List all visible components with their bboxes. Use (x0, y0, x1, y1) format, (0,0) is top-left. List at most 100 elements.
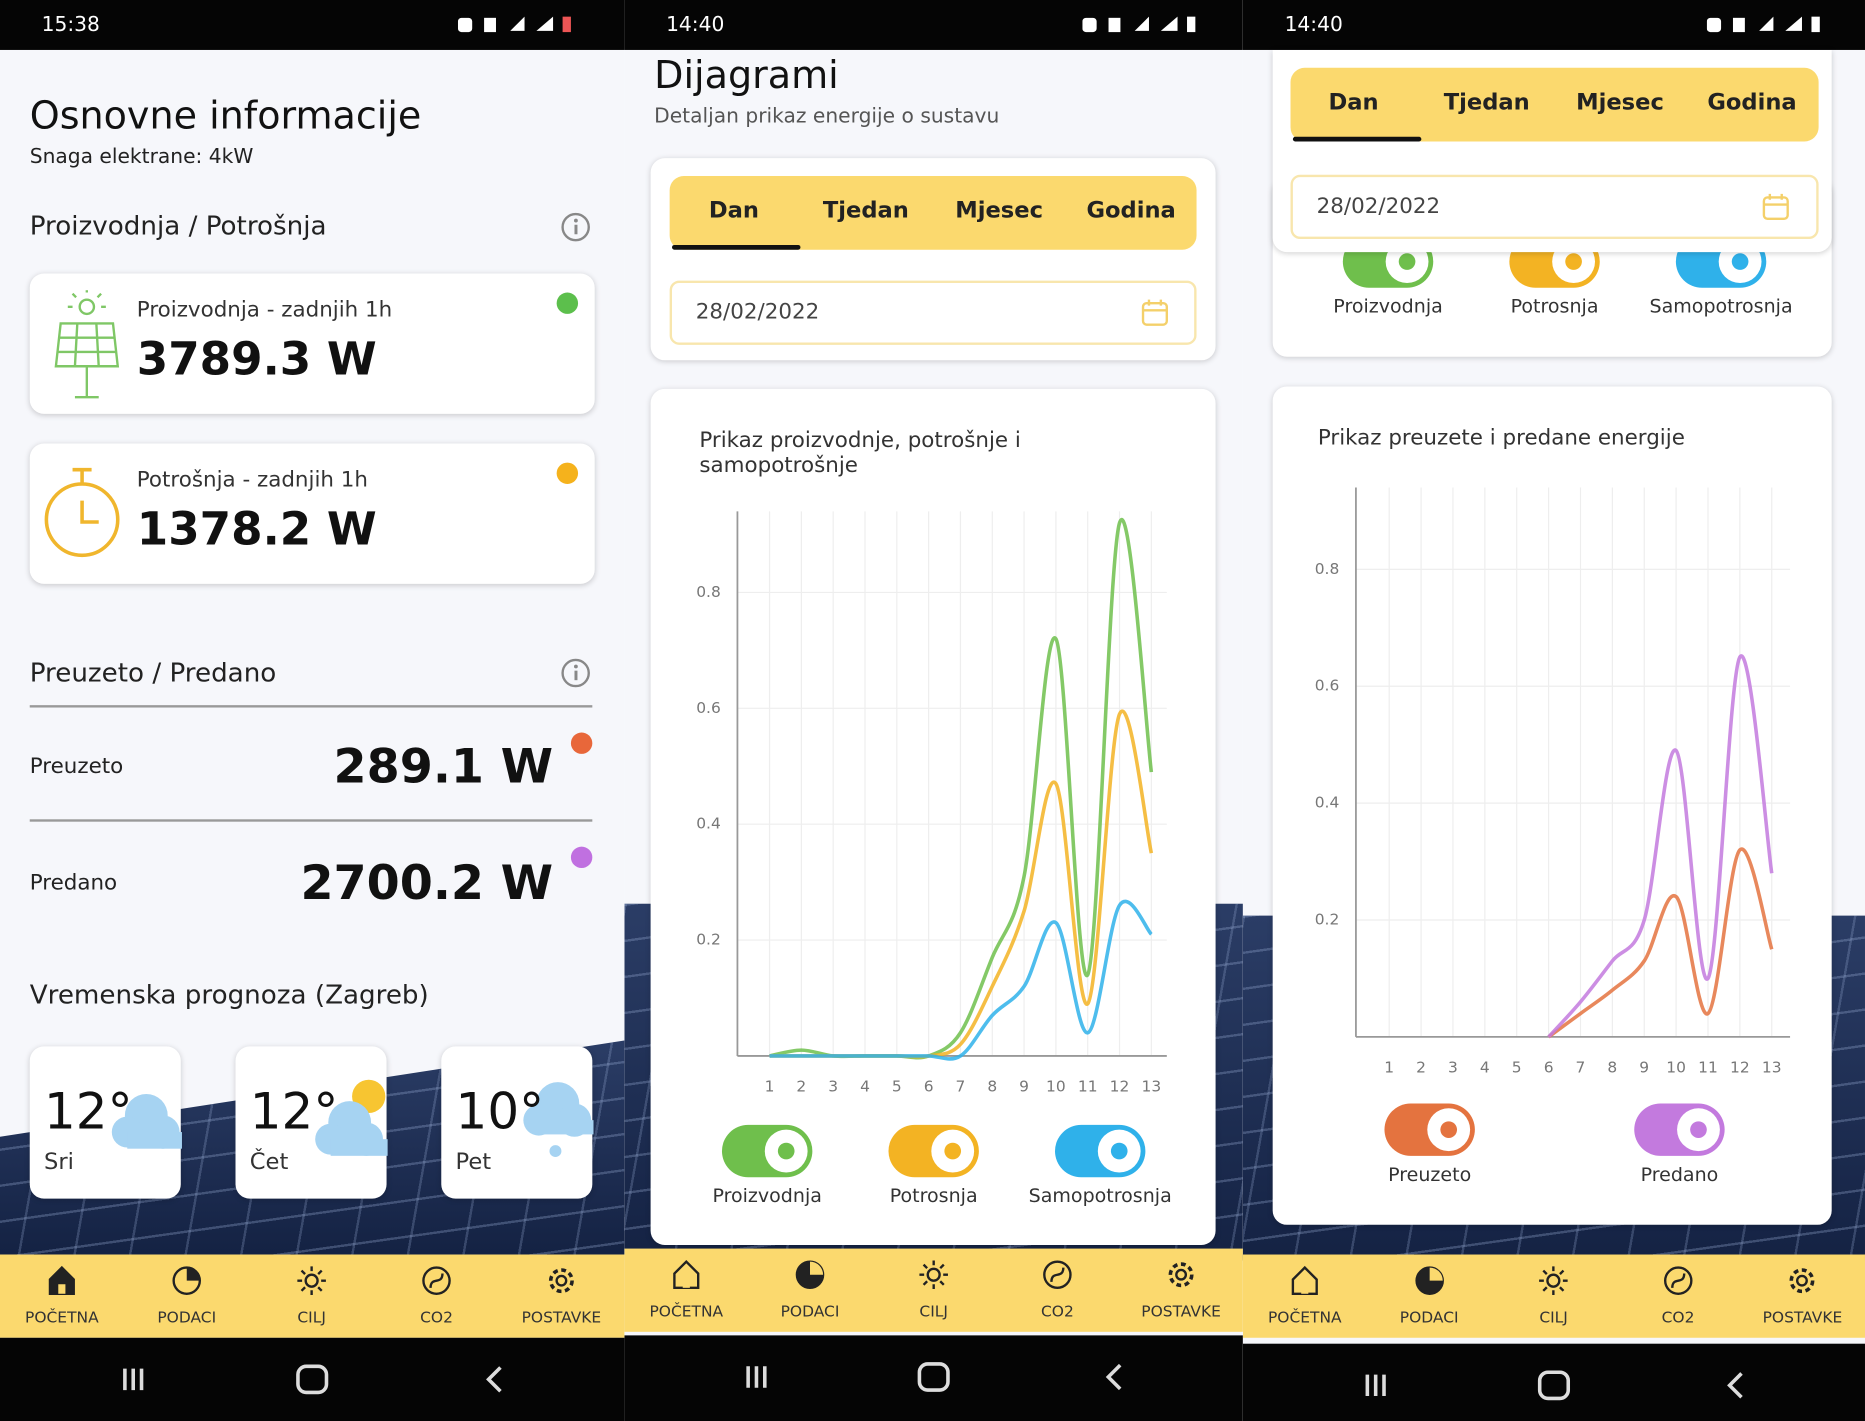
x-tick-label: 5 (1512, 1058, 1522, 1076)
toggle-switch (721, 1124, 813, 1178)
nav-label: POSTAVKE (1762, 1309, 1843, 1328)
nav-item[interactable]: CO2 (375, 1255, 499, 1338)
row-label: Predano (29, 870, 118, 896)
x-tick-label: 8 (987, 1077, 997, 1095)
x-tick-label: 6 (924, 1077, 934, 1095)
nav-item[interactable]: POČETNA (0, 1255, 124, 1338)
info-icon[interactable] (559, 210, 592, 243)
tab[interactable]: Dan (1328, 89, 1379, 116)
legend-toggle[interactable]: Samopotrosnja (1023, 1124, 1178, 1207)
nav-label: CILJ (297, 1309, 326, 1328)
chart: 0.20.40.60.81 2 3 4 5 6 7 8 9 10 11 12 13 (1315, 487, 1791, 1076)
x-tick-label: 3 (828, 1077, 838, 1095)
status-icons (1706, 16, 1820, 33)
x-tick-label: 10 (1666, 1058, 1686, 1076)
nav-item[interactable]: POSTAVKE (1119, 1249, 1243, 1332)
tab[interactable]: Godina (1707, 89, 1797, 116)
nav-icon (673, 1259, 700, 1290)
system-buttons (1365, 1370, 1743, 1401)
nav-icon (172, 1266, 202, 1295)
nav-label: CO2 (1661, 1309, 1695, 1328)
section-title: Vremenska prognoza (Zagreb) (29, 981, 429, 1011)
x-tick-label: 11 (1078, 1077, 1098, 1095)
weather-card: 12° Čet (235, 1046, 388, 1199)
x-tick-label: 1 (765, 1077, 775, 1095)
legend-toggle[interactable]: Predano (1602, 1103, 1757, 1186)
nav-item[interactable]: POČETNA (624, 1249, 748, 1332)
tab[interactable]: Dan (708, 197, 759, 224)
info-icon[interactable] (559, 656, 592, 689)
x-tick-label: 12 (1110, 1077, 1130, 1095)
nav-label: CO2 (420, 1309, 453, 1328)
x-tick-label: 11 (1698, 1058, 1718, 1076)
nav-item[interactable]: PODACI (125, 1255, 249, 1338)
legend-label: Proizvodnja (1333, 294, 1443, 318)
toggle-dot (1565, 253, 1582, 270)
weather-card: 12° Sri (29, 1046, 182, 1199)
x-tick-label: 13 (1762, 1058, 1782, 1076)
nav-icon (548, 1268, 574, 1294)
chart-card (650, 388, 1216, 1246)
tab[interactable]: Mjesec (955, 197, 1043, 224)
date-field[interactable]: 28/02/2022 (1290, 174, 1819, 240)
nav-label: CILJ (919, 1303, 948, 1322)
nav-item[interactable]: CILJ (872, 1249, 996, 1332)
legend-label: Preuzeto (1388, 1162, 1472, 1186)
nav-item[interactable]: PODACI (1367, 1255, 1491, 1338)
calendar-icon (1141, 299, 1169, 326)
tab[interactable]: Tjedan (1443, 89, 1530, 116)
weather-card: 10° Pet (441, 1046, 594, 1199)
nav-item[interactable]: CILJ (1492, 1255, 1616, 1338)
y-tick-label: 0.6 (696, 699, 721, 717)
x-tick-label: 4 (860, 1077, 870, 1095)
toggle-dot (1398, 253, 1416, 270)
tab[interactable]: Mjesec (1576, 89, 1664, 116)
legend-label: Proizvodnja (712, 1184, 822, 1207)
toggle-knob (1427, 1108, 1471, 1152)
x-tick-label: 7 (956, 1077, 966, 1095)
nav-item[interactable]: CILJ (250, 1255, 374, 1338)
status-bar: 14:40 (624, 0, 1243, 50)
nav-item[interactable]: POSTAVKE (1741, 1255, 1865, 1338)
toggle-knob (1677, 1108, 1720, 1152)
legend-toggle[interactable]: Preuzeto (1352, 1103, 1507, 1186)
date-field[interactable]: 28/02/2022 (669, 280, 1197, 345)
x-tick-label: 4 (1480, 1058, 1490, 1076)
nav-item[interactable]: CO2 (996, 1249, 1120, 1332)
legend-toggle[interactable]: Proizvodnja (690, 1124, 845, 1207)
x-tick-label: 2 (796, 1077, 806, 1095)
screen-home: 15:38 Osnovne informacije Snaga elektran… (0, 0, 625, 1421)
y-tick-label: 0.8 (696, 583, 721, 601)
tab[interactable]: Godina (1086, 197, 1176, 224)
legend-toggle[interactable]: Potrosnja (856, 1124, 1011, 1207)
date-value: 28/02/2022 (1316, 193, 1441, 219)
status-time: 14:40 (666, 13, 725, 37)
period-tabs: Dan Tjedan Mjesec Godina (669, 175, 1197, 250)
x-tick-label: 12 (1730, 1058, 1750, 1076)
nav-item[interactable]: CO2 (1616, 1255, 1740, 1338)
nav-item[interactable]: PODACI (748, 1249, 872, 1332)
x-tick-label: 5 (892, 1077, 902, 1095)
row-label: Preuzeto (29, 753, 124, 779)
legend-label: Potrosnja (1510, 294, 1599, 318)
series-line (1547, 847, 1774, 1039)
legend-label: Samopotrosnja (1649, 294, 1793, 318)
status-icons (457, 16, 571, 33)
system-bar (0, 1337, 625, 1421)
tab-underline (1292, 136, 1422, 142)
y-tick-label: 0.6 (1315, 677, 1340, 695)
nav-icon (48, 1265, 75, 1295)
nav-icon (1168, 1262, 1194, 1288)
x-tick-label: 7 (1576, 1058, 1586, 1076)
toggle-dot (777, 1142, 795, 1160)
nav-item[interactable]: POSTAVKE (500, 1255, 624, 1338)
legend-label: Potrosnja (889, 1184, 978, 1207)
nav-icon (1291, 1265, 1318, 1295)
nav-item[interactable]: POČETNA (1243, 1255, 1367, 1338)
chart-title: Prikaz proizvodnje, potrošnje i samopotr… (699, 428, 1021, 479)
status-time: 15:38 (41, 13, 100, 37)
status-dot (556, 292, 579, 314)
tab[interactable]: Tjedan (822, 197, 909, 224)
bottom-nav: POČETNA PODACI CILJ CO2 POSTAVKE (0, 1254, 625, 1338)
